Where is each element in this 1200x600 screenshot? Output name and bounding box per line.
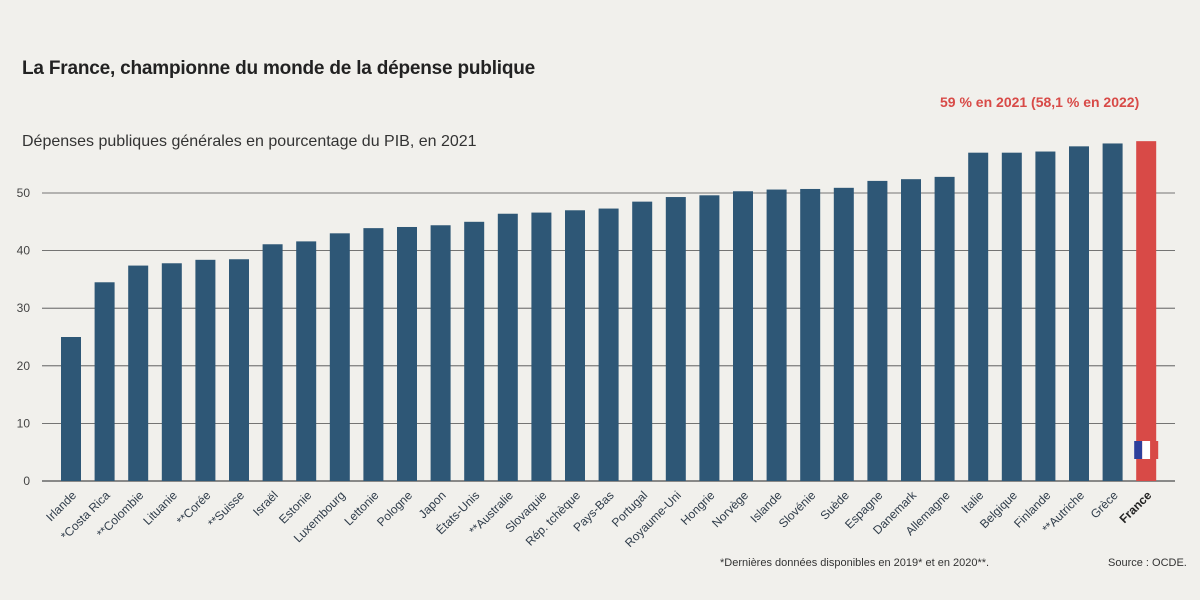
bar-irlande [61,337,81,481]
y-tick-label: 10 [17,416,31,430]
x-axis-ticks: Irlande*Costa Rica**ColombieLituanie**Co… [43,488,1154,550]
y-tick-label: 30 [17,301,31,315]
bar-israël [262,244,283,481]
bar-norvège [733,191,753,481]
bar-suède [833,187,854,482]
chart-title: La France, championne du monde de la dép… [22,58,536,79]
chart-subtitle: Dépenses publiques générales en pourcent… [22,133,477,150]
footnote: *Dernières données disponibles en 2019* … [720,557,990,569]
bar-royaume-uni [665,197,686,482]
y-tick-label: 50 [17,186,31,200]
x-tick-label: Italie [958,488,986,516]
y-tick-label: 20 [17,359,31,373]
x-tick-label: Norvège [709,488,751,530]
bar-slovaquie [531,212,552,482]
bar-lituanie [161,263,182,481]
bar-italie [968,152,989,481]
bar-corée [195,259,216,481]
bar-colombie [128,265,149,481]
x-tick-label: Lituanie [140,488,180,528]
bar-espagne [867,180,888,482]
bar-japon [430,225,451,481]
bar-luxembourg [329,233,350,481]
x-tick-label: Pologne [374,488,415,529]
bar-grèce [1102,143,1123,482]
y-axis-ticks: 0 10 20 30 40 50 [17,186,31,488]
bar-états-unis [464,221,485,482]
bar-portugal [632,201,653,481]
bar-pologne [397,226,417,481]
bar-costa-rica [94,282,115,481]
flag-stripe [1134,441,1143,459]
bar-suisse [229,259,249,481]
bar-danemark [901,179,921,481]
bar-slovénie [800,188,821,481]
bar-allemagne [934,176,955,481]
bar-france [1136,141,1157,481]
bar-australie [497,213,518,481]
y-tick-label: 40 [17,244,31,258]
x-tick-label: Israël [250,488,281,519]
bar-pays-bas [598,208,619,481]
bar-finlande [1035,151,1056,481]
france-flag [1134,441,1159,459]
y-tick-label: 0 [23,474,30,488]
x-tick-label: Slovénie [776,488,819,531]
bar-lettonie [363,228,384,481]
bars [61,141,1157,482]
flag-stripe [1150,441,1159,459]
bar-islande [766,189,787,481]
flag-stripe [1142,441,1151,459]
bar-hongrie [699,195,720,481]
bar-rép-tchèque [565,210,585,481]
bar-autriche [1069,146,1089,481]
bar-estonie [296,241,317,481]
bar-belgique [1001,152,1022,481]
source-credit: Source : OCDE. [1108,557,1187,569]
highlight-annotation: 59 % en 2021 (58,1 % en 2022) [940,94,1140,110]
x-tick-label: **Suisse [205,488,247,530]
x-tick-label: France [1117,488,1155,526]
